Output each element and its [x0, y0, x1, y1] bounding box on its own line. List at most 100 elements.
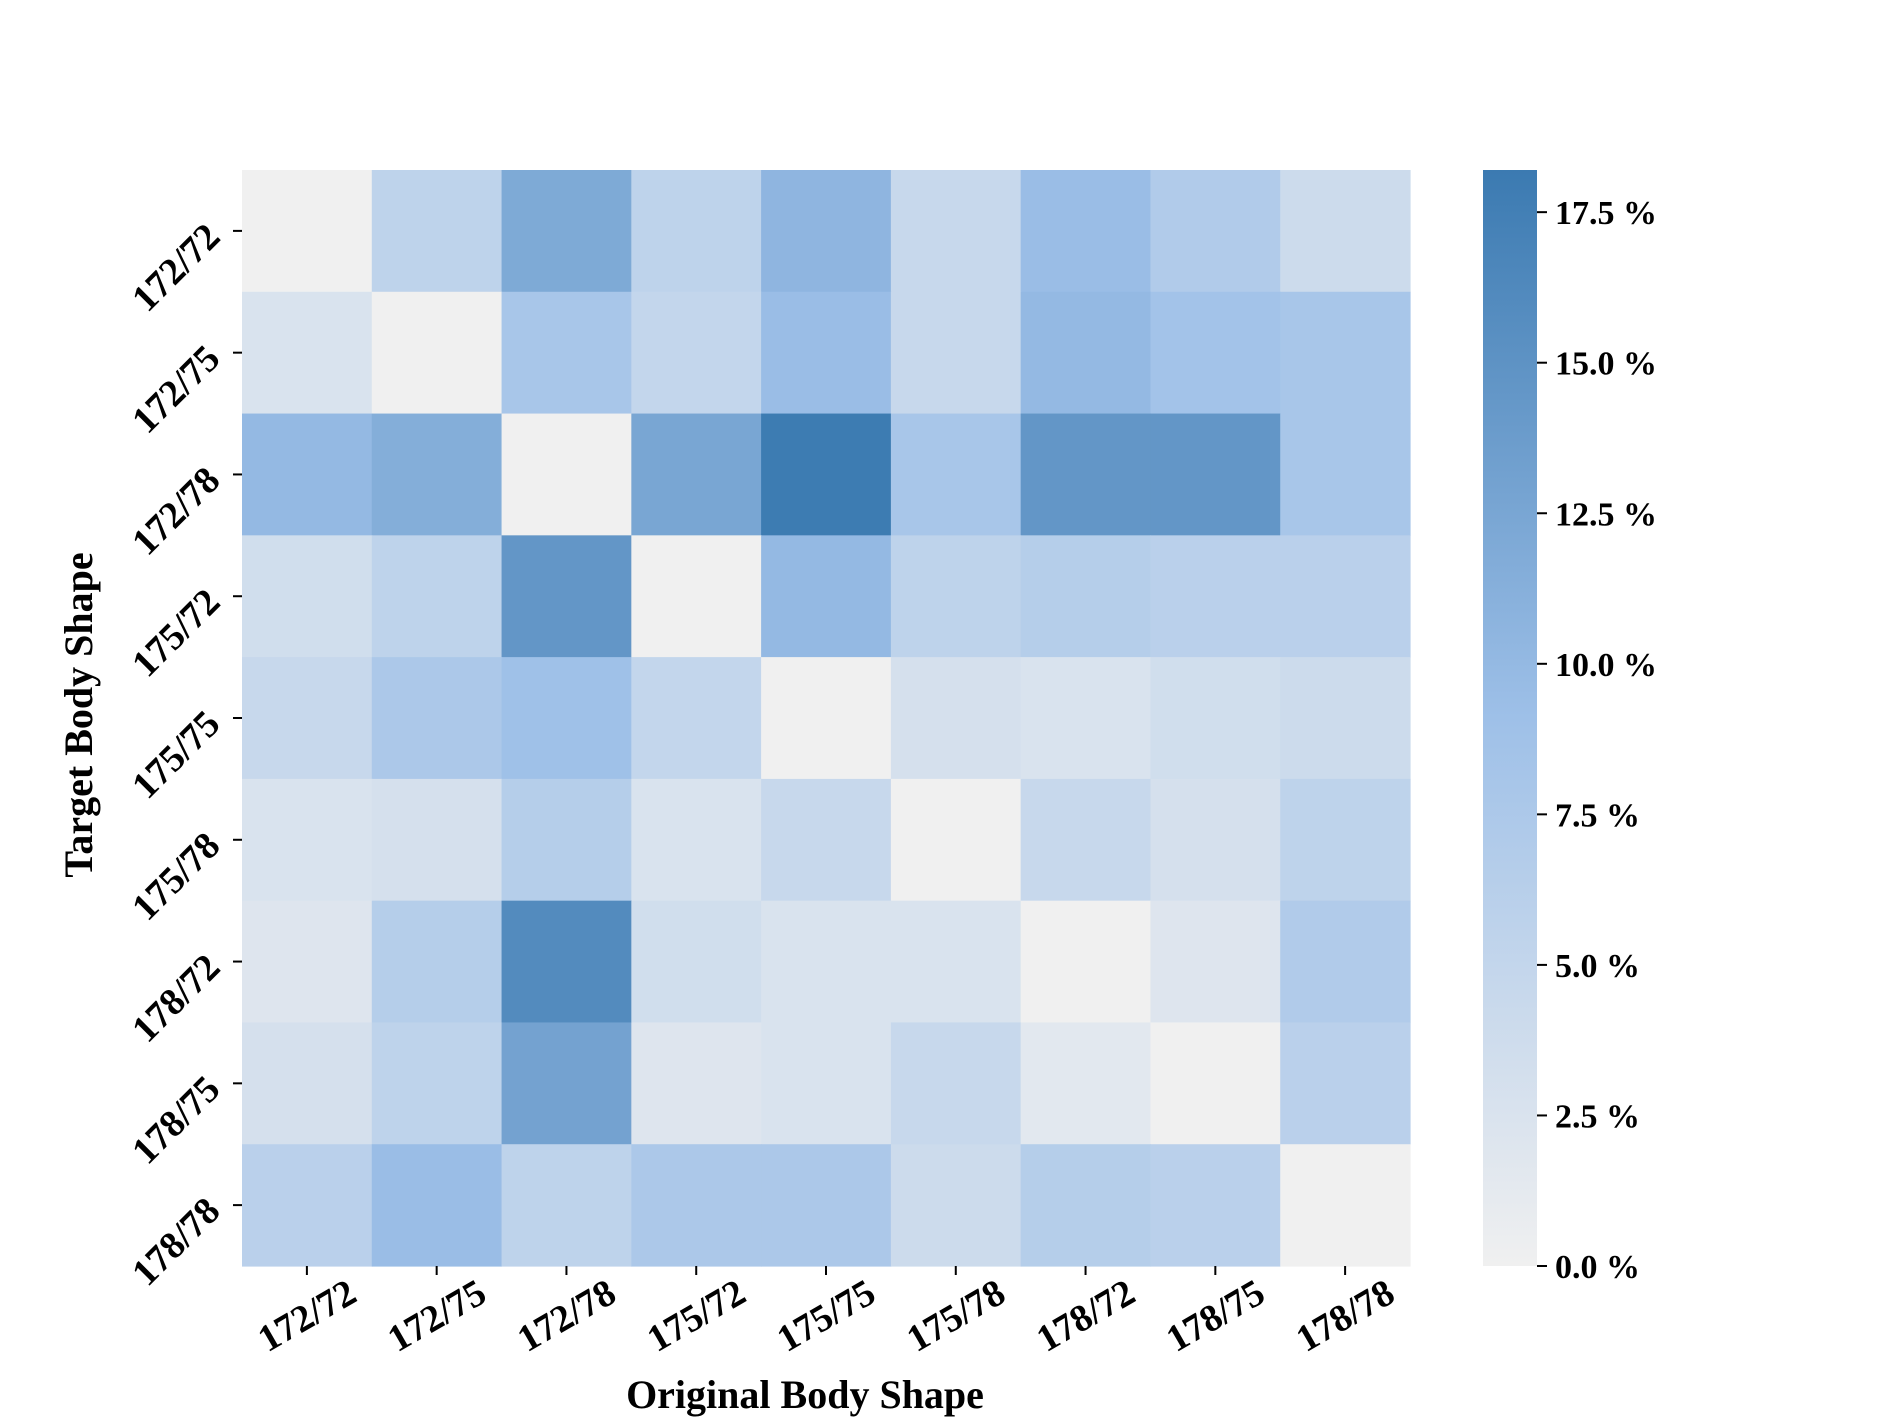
y-axis-label: Target Body Shape	[56, 552, 101, 877]
heatmap-cell	[631, 778, 762, 902]
heatmap-cell	[371, 170, 503, 293]
heatmap-cell	[890, 1144, 1022, 1267]
heatmap-cell	[242, 900, 373, 1024]
heatmap-cell	[890, 657, 1022, 780]
heatmap-cell	[1280, 535, 1411, 658]
heatmap-cell	[761, 291, 892, 415]
x-tick-label: 178/72	[1030, 1271, 1142, 1360]
x-axis-ticks: 172/72 172/75 172/78 175/72 175/75 175/78 178/…	[251, 1266, 1402, 1361]
heatmap-cell	[1150, 657, 1281, 780]
heatmap-cell	[631, 535, 762, 658]
heatmap-cell	[242, 778, 373, 902]
heatmap-cell	[501, 413, 632, 536]
heatmap-cell	[501, 535, 632, 658]
heatmap-cell	[1020, 778, 1152, 902]
heatmap-cell	[631, 900, 762, 1024]
heatmap-cell	[1280, 291, 1411, 415]
heatmap-cell	[631, 1144, 762, 1267]
heatmap-cell	[1020, 900, 1152, 1024]
heatmap-cell	[1020, 657, 1152, 780]
heatmap-cell	[1020, 170, 1152, 293]
colorbar: 0.0 % 2.5 % 5.0 % 7.5 % 10.0 % 12.5 % 15.0 % 17…	[1483, 170, 1657, 1286]
heatmap-cell	[371, 535, 503, 658]
heatmap-cell	[501, 1022, 632, 1145]
heatmap-cell	[761, 413, 892, 536]
y-tick-label: 178/75	[124, 1068, 228, 1172]
colorbar-tick-label: 15.0 %	[1555, 346, 1657, 383]
heatmap-cell	[761, 535, 892, 658]
heatmap-cell	[1150, 778, 1281, 902]
y-tick-label: 178/72	[124, 946, 228, 1050]
heatmap-cell	[890, 900, 1022, 1024]
heatmap-cell	[1150, 413, 1281, 536]
heatmap-cell	[242, 535, 373, 658]
x-tick-label: 172/75	[381, 1271, 493, 1360]
heatmap-cell	[761, 657, 892, 780]
heatmap-cell	[501, 170, 632, 293]
heatmap-cell	[631, 413, 762, 536]
heatmap-cell	[761, 1144, 892, 1267]
y-tick-label: 178/78	[124, 1190, 228, 1294]
heatmap-cell	[1150, 900, 1281, 1024]
heatmap-cell	[761, 778, 892, 902]
x-tick-label: 178/78	[1289, 1271, 1401, 1360]
heatmap-cell	[242, 291, 373, 415]
heatmap-cell	[1280, 657, 1411, 780]
heatmap-cell	[242, 1144, 373, 1267]
heatmap-cell	[242, 1022, 373, 1145]
heatmap-cells	[242, 170, 1411, 1267]
colorbar-tick-label: 5.0 %	[1555, 948, 1640, 985]
heatmap-cell	[371, 900, 503, 1024]
heatmap-cell	[631, 170, 762, 293]
heatmap-cell	[631, 1022, 762, 1145]
heatmap-cell	[371, 1022, 503, 1145]
x-axis-label: Original Body Shape	[626, 1372, 984, 1417]
y-tick-label: 172/75	[124, 337, 228, 441]
heatmap-cell	[1280, 1022, 1411, 1145]
heatmap-cell	[371, 778, 503, 902]
heatmap-cell	[242, 657, 373, 780]
x-tick-label: 175/75	[770, 1271, 882, 1360]
heatmap-cell	[890, 535, 1022, 658]
heatmap-cell	[242, 170, 373, 293]
heatmap-cell	[1280, 413, 1411, 536]
heatmap-cell	[890, 413, 1022, 536]
heatmap-cell	[501, 1144, 632, 1267]
heatmap-cell	[371, 291, 503, 415]
heatmap-cell	[371, 413, 503, 536]
x-tick-label: 175/72	[640, 1271, 752, 1360]
colorbar-tick-label: 7.5 %	[1555, 797, 1640, 834]
colorbar-tick-label: 17.5 %	[1555, 195, 1657, 232]
heatmap-cell	[1020, 413, 1152, 536]
heatmap-cell	[761, 170, 892, 293]
heatmap-cell	[1150, 1144, 1281, 1267]
x-tick-label: 178/75	[1159, 1271, 1271, 1360]
colorbar-tick-label: 0.0 %	[1555, 1249, 1640, 1286]
heatmap-cell	[1280, 1144, 1411, 1267]
x-tick-label: 175/78	[900, 1271, 1012, 1360]
heatmap-cell	[1020, 291, 1152, 415]
x-tick-label: 172/78	[511, 1271, 623, 1360]
heatmap-cell	[761, 1022, 892, 1145]
heatmap-cell	[242, 413, 373, 536]
colorbar-tick-label: 2.5 %	[1555, 1098, 1640, 1135]
heatmap-cell	[890, 170, 1022, 293]
heatmap-cell	[1280, 778, 1411, 902]
y-tick-label: 175/75	[124, 703, 228, 807]
heatmap-cell	[890, 778, 1022, 902]
colorbar-tick-label: 10.0 %	[1555, 647, 1657, 684]
heatmap-cell	[1020, 1144, 1152, 1267]
heatmap-cell	[761, 900, 892, 1024]
heatmap-cell	[371, 657, 503, 780]
heatmap-cell	[1150, 291, 1281, 415]
y-axis-ticks: 172/72 172/75 172/78 175/72 175/75 175/78 178/…	[124, 216, 242, 1294]
heatmap-cell	[1020, 1022, 1152, 1145]
heatmap-cell	[1280, 170, 1411, 293]
heatmap-cell	[631, 657, 762, 780]
heatmap-cell	[890, 1022, 1022, 1145]
heatmap-cell	[501, 778, 632, 902]
heatmap-cell	[501, 900, 632, 1024]
heatmap-cell	[1020, 535, 1152, 658]
heatmap-cell	[1280, 900, 1411, 1024]
